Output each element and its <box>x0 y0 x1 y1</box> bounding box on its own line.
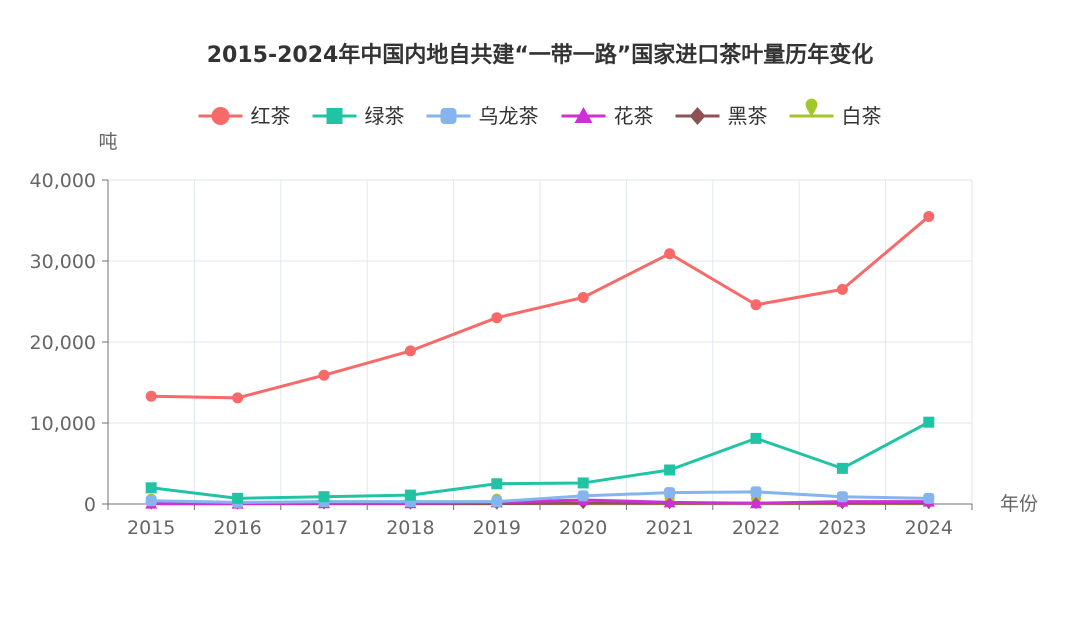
data-point <box>750 299 762 311</box>
legend-label: 乌龙茶 <box>479 104 539 128</box>
data-point <box>145 482 157 494</box>
legend-item: 红茶 <box>198 104 291 128</box>
x-tick-label: 2019 <box>473 517 521 539</box>
series-1 <box>145 210 935 404</box>
x-axis-name: 年份 <box>1000 493 1038 515</box>
legend-item: 白茶 <box>789 98 882 128</box>
x-tick-label: 2022 <box>732 517 780 539</box>
legend-item: 绿茶 <box>312 104 405 128</box>
data-point <box>577 477 589 489</box>
y-tick-label: 0 <box>84 494 96 516</box>
data-point <box>923 416 935 428</box>
data-point <box>318 491 330 503</box>
data-point <box>145 390 157 402</box>
legend-label: 红茶 <box>251 104 291 128</box>
x-tick-label: 2016 <box>213 517 261 539</box>
data-point <box>663 496 676 508</box>
series-line <box>151 420 930 500</box>
data-point <box>836 491 848 503</box>
data-point <box>750 497 762 509</box>
data-point <box>145 495 157 507</box>
legend-marker <box>689 107 706 125</box>
data-point <box>664 487 676 499</box>
x-tick-label: 2020 <box>559 517 607 539</box>
legend-label: 绿茶 <box>365 104 405 128</box>
legend-label: 黑茶 <box>728 104 768 128</box>
y-axis-name: 吨 <box>98 131 117 153</box>
x-tick-label: 2024 <box>905 517 953 539</box>
y-tick-label: 40,000 <box>30 170 96 192</box>
data-point <box>836 462 848 474</box>
data-point <box>923 210 935 222</box>
legend: 红茶 绿茶 乌龙茶 花茶 黑茶 白茶 <box>198 98 882 128</box>
data-point <box>836 283 848 295</box>
data-point <box>750 432 762 444</box>
y-tick-label: 20,000 <box>30 332 96 354</box>
data-point <box>232 492 244 504</box>
series-line <box>151 215 930 400</box>
data-point <box>577 490 589 502</box>
series-2 <box>145 416 935 504</box>
data-point <box>664 464 676 476</box>
y-tick-label: 10,000 <box>30 413 96 435</box>
legend-marker <box>326 108 343 124</box>
data-point <box>318 369 330 381</box>
chart-title: 2015-2024年中国内地自共建“一带一路”国家进口茶叶量历年变化 <box>207 42 874 68</box>
x-tick-label: 2017 <box>300 517 348 539</box>
data-point <box>664 248 676 260</box>
x-tick-label: 2015 <box>127 517 175 539</box>
legend-item: 花茶 <box>561 104 654 128</box>
data-point <box>232 392 244 404</box>
data-point <box>750 486 762 498</box>
legend-marker <box>574 107 593 123</box>
data-point <box>923 492 935 504</box>
y-tick-label: 30,000 <box>30 251 96 273</box>
x-tick-label: 2018 <box>386 517 434 539</box>
data-point <box>491 496 503 508</box>
legend-label: 白茶 <box>842 104 882 128</box>
data-point <box>404 345 416 357</box>
data-point <box>491 478 503 490</box>
data-point <box>404 489 416 501</box>
x-tick-label: 2021 <box>645 517 693 539</box>
series-line <box>151 490 929 504</box>
legend-label: 花茶 <box>614 104 654 128</box>
legend-marker <box>211 107 230 125</box>
legend-marker <box>805 98 818 117</box>
x-tick-label: 2023 <box>818 517 866 539</box>
grid <box>108 179 973 504</box>
series-layer <box>145 210 935 510</box>
legend-item: 乌龙茶 <box>426 104 539 128</box>
data-point <box>577 291 589 303</box>
data-point <box>491 312 503 324</box>
legend-marker <box>440 108 457 124</box>
legend-item: 黑茶 <box>675 104 768 128</box>
